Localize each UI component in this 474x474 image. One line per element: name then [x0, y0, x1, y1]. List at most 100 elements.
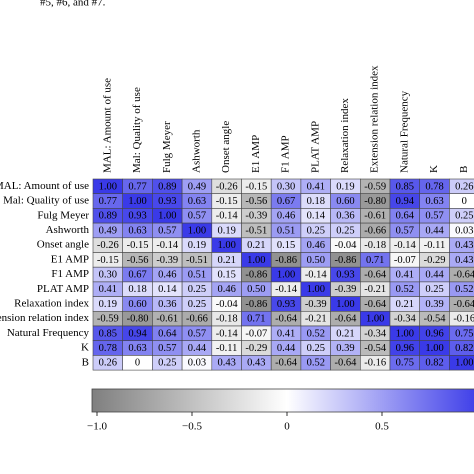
cell-label: 0.78 [99, 343, 117, 354]
cell-label: 0.46 [307, 240, 325, 251]
cell-label: 0.93 [336, 269, 354, 280]
cell-label: -0.56 [127, 255, 149, 266]
cell-label: 0.21 [396, 299, 414, 310]
cell-label: 0.30 [277, 181, 295, 192]
cell-label: 1.00 [247, 255, 265, 266]
cell-label: -0.14 [394, 240, 417, 251]
cell-label: 0.14 [307, 211, 326, 222]
cell-label: -0.11 [216, 343, 237, 354]
cell-label: 0.52 [396, 284, 414, 295]
cell-label: -0.15 [127, 240, 149, 251]
cell-label: 0.89 [158, 181, 176, 192]
cell-label: -0.64 [275, 314, 298, 325]
cell-label: 0.71 [247, 314, 265, 325]
cell-label: -0.51 [245, 225, 267, 236]
cell-label: 0.19 [217, 225, 235, 236]
cell-label: 0.96 [425, 328, 443, 339]
cell-label: 0.94 [128, 328, 147, 339]
row-label: Mal: Quality of use [3, 195, 89, 207]
cell-label: 0.25 [455, 211, 473, 222]
cell-label: 0.43 [455, 240, 473, 251]
cell-label: 0.19 [336, 181, 354, 192]
row-label: Onset angle [37, 239, 89, 251]
cell-label: 0.03 [455, 225, 473, 236]
cell-label: 0.77 [128, 181, 146, 192]
cell-label: -0.14 [216, 211, 239, 222]
cell-label: 0.15 [217, 269, 235, 280]
cell-label: 0.64 [396, 211, 415, 222]
cell-label: 0.60 [336, 196, 354, 207]
cell-label: 1.00 [99, 181, 117, 192]
cell-label: -0.64 [335, 314, 358, 325]
cell-label: -0.04 [216, 299, 239, 310]
column-label: E1 AMP [250, 135, 262, 173]
cell-label: 0.46 [158, 269, 176, 280]
cell-label: 0.44 [188, 343, 207, 354]
cell-label: 0.25 [188, 299, 206, 310]
cell-label: 0.82 [455, 343, 473, 354]
cell-label: 0.25 [307, 225, 325, 236]
cell-label: 0.85 [99, 328, 117, 339]
column-label: MAL: Amount of use [101, 78, 113, 173]
cell-label: -0.26 [216, 181, 238, 192]
cell-label: 0.26 [455, 181, 473, 192]
cell-label: 0.26 [99, 358, 117, 369]
cell-label: -0.29 [245, 343, 267, 354]
cell-label: 0 [135, 358, 140, 369]
cell-label: -0.39 [156, 255, 178, 266]
cell-label: 0.67 [128, 269, 146, 280]
cell-label: -0.39 [245, 211, 267, 222]
cell-label: 0.21 [217, 255, 235, 266]
cell-label: 0.57 [158, 343, 176, 354]
cell-label: 0.44 [277, 343, 296, 354]
cell-label: -0.59 [97, 314, 119, 325]
cell-label: 0.63 [128, 343, 146, 354]
cell-label: -0.80 [127, 314, 149, 325]
cell-label: -0.61 [156, 314, 178, 325]
cell-label: -0.51 [186, 255, 208, 266]
cell-label: -0.07 [245, 328, 267, 339]
cell-label: 0.57 [425, 211, 443, 222]
cell-label: -0.59 [364, 181, 386, 192]
column-label: Extension relation index [369, 65, 381, 173]
cell-label: -0.07 [394, 255, 416, 266]
cell-label: 0.57 [188, 328, 206, 339]
cell-label: 0.57 [396, 225, 414, 236]
cell-label: -0.18 [364, 240, 386, 251]
cell-label: 0.41 [99, 284, 117, 295]
column-label: Ashworth [190, 129, 202, 173]
cell-label: 0.89 [99, 211, 117, 222]
cell-label: -0.16 [364, 358, 386, 369]
cell-label: 1.00 [425, 343, 443, 354]
colorbar-tick-label: 0 [284, 421, 290, 433]
cell-label: 0.14 [158, 284, 177, 295]
cell-label: -0.66 [364, 225, 386, 236]
cell-label: 0.77 [99, 196, 117, 207]
row-label: F1 AMP [51, 268, 89, 280]
cell-label: 0.82 [425, 358, 443, 369]
cell-label: -0.14 [305, 269, 328, 280]
cell-label: -0.54 [364, 343, 387, 354]
caption: #5, #6, and #7. [40, 0, 106, 9]
cell-label: -0.21 [305, 314, 327, 325]
column-label: Onset angle [220, 121, 232, 173]
cell-label: 0.49 [188, 181, 206, 192]
cell-label: -0.64 [335, 358, 358, 369]
cell-label: 0.49 [99, 225, 117, 236]
cell-label: 0.19 [188, 240, 206, 251]
cell-label: 0.15 [277, 240, 295, 251]
cell-label: 1.00 [455, 358, 473, 369]
cell-label: -0.14 [216, 328, 239, 339]
cell-label: 0.03 [188, 358, 206, 369]
cell-label: -0.64 [453, 269, 474, 280]
colorbar-tick-label: −0.5 [182, 421, 202, 433]
cell-label: 1.00 [366, 314, 384, 325]
cell-label: 0.57 [188, 211, 206, 222]
column-label: Fulg Meyer [161, 121, 173, 173]
colorbar-tick-label: 0.5 [375, 421, 389, 433]
row-label: PLAT AMP [37, 283, 89, 295]
cell-label: 0.39 [425, 299, 443, 310]
cell-label: -0.64 [364, 269, 387, 280]
column-label: F1 AMP [280, 135, 292, 173]
cell-label: -0.54 [424, 314, 447, 325]
